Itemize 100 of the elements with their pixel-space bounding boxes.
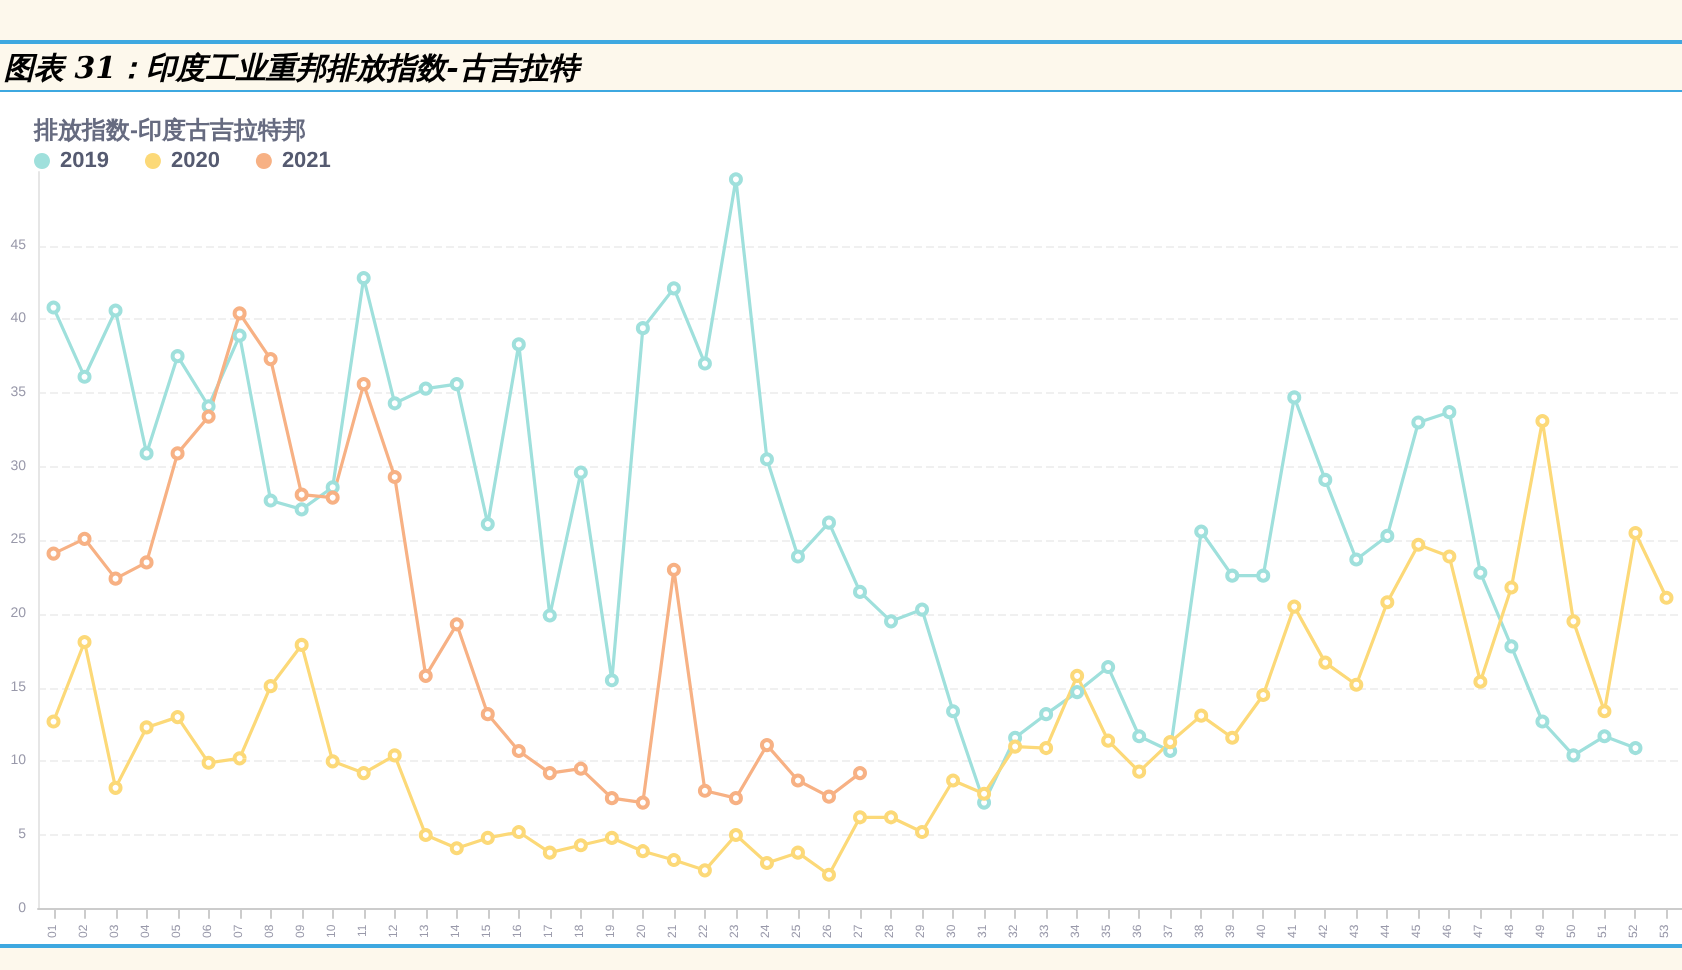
point (573, 465, 588, 480)
point (139, 720, 154, 735)
point (511, 337, 526, 352)
point (1504, 639, 1519, 654)
point (46, 300, 61, 315)
legend-label: 2021 (281, 149, 331, 173)
point (915, 825, 930, 840)
chart-title: 图表 31：印度工业重邦排放指数-古吉拉特 (0, 44, 1682, 92)
point (232, 328, 247, 343)
point (449, 841, 464, 856)
point (1287, 599, 1302, 614)
point (1597, 729, 1612, 744)
point (1349, 677, 1364, 692)
point (759, 738, 774, 753)
point (1380, 528, 1395, 543)
point (635, 795, 650, 810)
point (356, 271, 371, 286)
point (573, 838, 588, 853)
point (915, 602, 930, 617)
point (1194, 524, 1209, 539)
point (1225, 730, 1240, 745)
point (294, 502, 309, 517)
point (449, 617, 464, 632)
point (480, 707, 495, 722)
point (1349, 552, 1364, 567)
point (884, 810, 899, 825)
point (1535, 714, 1550, 729)
point (325, 490, 340, 505)
point (387, 469, 402, 484)
point (387, 748, 402, 763)
point (542, 845, 557, 860)
legend-label: 2019 (60, 149, 109, 173)
point (853, 584, 867, 599)
point (790, 773, 805, 788)
point (511, 825, 526, 840)
point (418, 381, 433, 396)
point (418, 827, 433, 842)
point (1194, 708, 1209, 723)
point (1287, 390, 1302, 405)
point (449, 377, 464, 392)
point (728, 791, 743, 806)
point (697, 783, 712, 798)
point (201, 755, 216, 770)
point (1256, 568, 1271, 583)
point (139, 446, 154, 461)
point (263, 493, 278, 508)
point (201, 409, 216, 424)
point (356, 377, 371, 392)
point (821, 789, 836, 804)
point (1566, 614, 1581, 629)
point (294, 487, 309, 502)
point (666, 853, 681, 868)
point (821, 515, 836, 530)
point (46, 714, 61, 729)
point (1039, 707, 1054, 722)
point (946, 773, 961, 788)
point (853, 766, 867, 781)
point (170, 446, 185, 461)
point (1659, 590, 1674, 605)
point (325, 754, 340, 769)
point (1039, 741, 1054, 756)
point (77, 369, 92, 384)
point (1225, 568, 1240, 583)
point (232, 306, 247, 321)
point (884, 614, 899, 629)
point (1101, 660, 1116, 675)
point (1628, 741, 1643, 756)
point (666, 562, 681, 577)
point (1070, 668, 1085, 683)
point (573, 761, 588, 776)
point (77, 634, 92, 649)
point (1566, 748, 1581, 763)
point (728, 827, 743, 842)
point (1442, 405, 1457, 420)
point (604, 791, 619, 806)
point (635, 844, 650, 859)
point (1535, 413, 1550, 428)
point (1163, 735, 1178, 750)
point (946, 704, 961, 719)
point (1008, 739, 1023, 754)
point (232, 751, 247, 766)
point (790, 549, 805, 564)
point (387, 396, 402, 411)
point (542, 608, 557, 623)
point (1101, 733, 1116, 748)
point (1597, 704, 1612, 719)
point (697, 356, 712, 371)
point (542, 766, 557, 781)
point (356, 766, 371, 781)
point (977, 786, 992, 801)
point (108, 571, 123, 586)
point (139, 555, 154, 570)
point (1442, 549, 1457, 564)
point (759, 452, 774, 467)
point (170, 710, 185, 725)
point (46, 546, 61, 561)
point (480, 830, 495, 845)
point (480, 517, 495, 532)
point (170, 349, 185, 364)
point (108, 780, 123, 795)
